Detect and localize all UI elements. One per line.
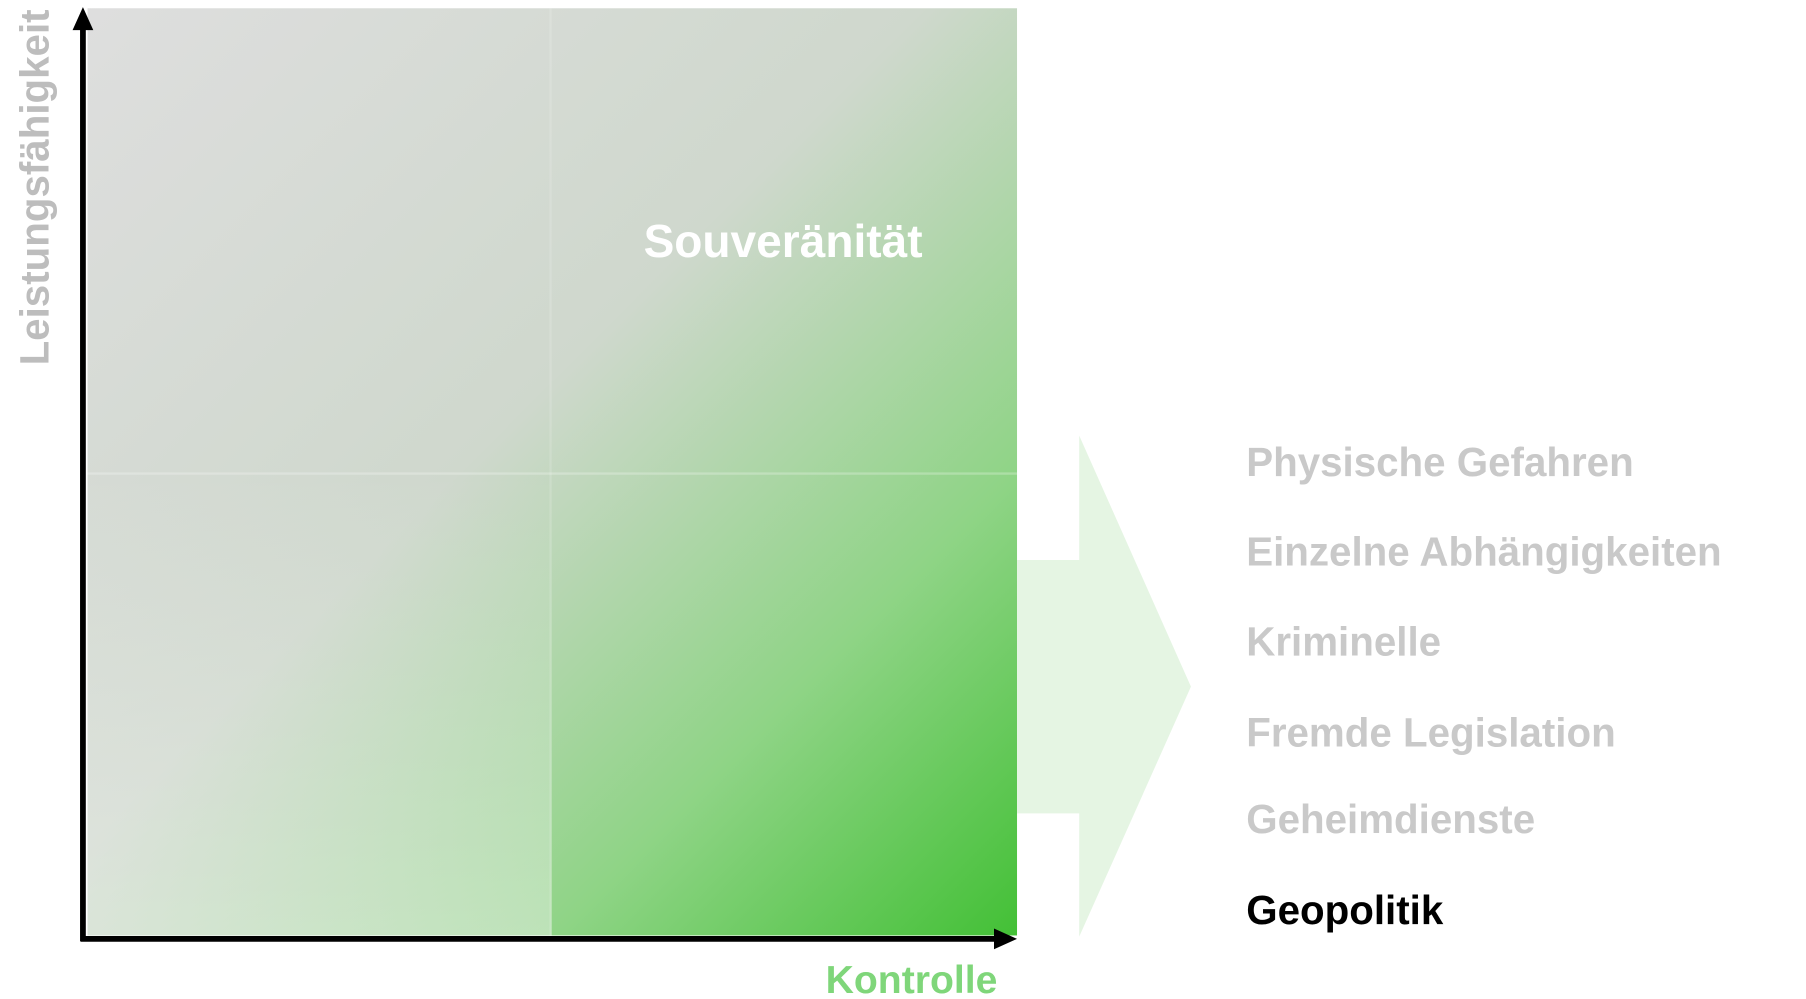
quadrant-label: Souveränität xyxy=(644,215,923,267)
list-item: Kriminelle xyxy=(1246,620,1441,665)
list-item: Fremde Legislation xyxy=(1246,711,1615,756)
list-item: Physische Gefahren xyxy=(1246,440,1633,485)
y-axis-label: Leistungsfähigkeit xyxy=(12,9,57,365)
quadrant-overlay xyxy=(87,8,552,936)
y-arrowhead xyxy=(72,7,94,31)
threat-list: Physische Gefahren Einzelne Abhängigkeite… xyxy=(1246,440,1721,933)
big-arrow xyxy=(1017,435,1191,937)
x-axis-label: Kontrolle xyxy=(826,959,998,999)
list-item: Geopolitik xyxy=(1246,888,1444,933)
list-item: Einzelne Abhängigkeiten xyxy=(1246,530,1721,575)
x-arrowhead xyxy=(993,928,1018,950)
list-item: Geheimdienste xyxy=(1246,797,1535,842)
